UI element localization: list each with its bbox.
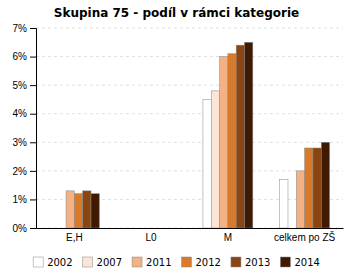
- grid-line: [36, 113, 343, 114]
- bar: [296, 171, 304, 228]
- grid-line: [36, 28, 343, 29]
- tick: 7%: [13, 23, 36, 34]
- series: [211, 91, 219, 228]
- legend-swatch: [132, 257, 142, 267]
- legend-item: 2014: [280, 257, 319, 268]
- bar: [321, 142, 329, 228]
- legend-swatch: [83, 257, 93, 267]
- bar: [313, 148, 321, 228]
- bar: [91, 194, 99, 228]
- tick-label: celkem po ZŠ: [274, 231, 335, 243]
- tick-label: 1%: [13, 194, 28, 205]
- legend-item: 2002: [33, 257, 72, 268]
- x-axis: E,H L0 Mcelkem po ZŠ: [37, 229, 344, 244]
- tick-label: E,H: [66, 232, 83, 243]
- legend-swatch: [280, 257, 290, 267]
- legend-item: 2012: [182, 257, 221, 268]
- legend-label: 2013: [245, 257, 270, 268]
- legend-swatch: [231, 257, 241, 267]
- tick: 1%: [13, 194, 36, 205]
- bar: [203, 99, 211, 228]
- tick-label: 2%: [13, 166, 28, 177]
- tick-label: 6%: [13, 51, 28, 62]
- bar: [220, 57, 228, 228]
- tick: M: [224, 232, 232, 243]
- grid: [36, 28, 343, 228]
- bar: [58, 228, 66, 229]
- tick-mark: [30, 171, 36, 172]
- axis-line: [37, 228, 344, 229]
- bar: [126, 228, 134, 229]
- legend-swatch: [182, 257, 192, 267]
- bar: [143, 228, 151, 229]
- tick-mark: [30, 142, 36, 143]
- bar: [66, 191, 74, 228]
- tick: E,H: [66, 232, 83, 243]
- series: [83, 45, 322, 228]
- bar: [236, 45, 244, 228]
- series: [91, 42, 330, 228]
- legend-label: 2002: [47, 257, 72, 268]
- bar: [288, 228, 296, 229]
- legend-label: 2014: [294, 257, 319, 268]
- tick-mark: [30, 28, 36, 29]
- tick-mark: [30, 228, 36, 229]
- series: [74, 54, 313, 228]
- tick: 3%: [13, 137, 36, 148]
- legend-label: 2007: [97, 257, 122, 268]
- grid-line: [36, 56, 343, 57]
- tick: L0: [146, 232, 158, 243]
- tick-label: 5%: [13, 80, 28, 91]
- tick: celkem po ZŠ: [274, 231, 335, 243]
- series: [66, 57, 305, 228]
- legend-item: 2013: [231, 257, 270, 268]
- tick: 6%: [13, 51, 36, 62]
- bar: [83, 191, 91, 228]
- tick-mark: [30, 57, 36, 58]
- grid-line: [36, 85, 343, 86]
- tick-mark: [30, 85, 36, 86]
- legend-label: 2011: [146, 257, 171, 268]
- tick: 0%: [13, 223, 36, 234]
- bar: [245, 42, 253, 228]
- tick-mark: [30, 199, 36, 200]
- bar: [228, 54, 236, 228]
- title: Skupina 75 - podíl v rámci kategorie: [54, 6, 299, 20]
- tick-label: 7%: [13, 23, 28, 34]
- bar: [151, 228, 159, 229]
- legend-item: 2011: [132, 257, 171, 268]
- bar: [159, 228, 167, 229]
- tick: 2%: [13, 166, 36, 177]
- bar: [168, 228, 176, 229]
- legend-label: 2012: [196, 257, 221, 268]
- grid-line: [36, 142, 343, 143]
- bar: [49, 228, 57, 229]
- bars: [66, 42, 330, 228]
- legend-item: 2007: [83, 257, 122, 268]
- tick: 4%: [13, 108, 36, 119]
- legend: 2002 2007 2011 2012 2013 2014: [33, 257, 320, 268]
- tick-label: M: [224, 232, 232, 243]
- plot: 0% 1% 2% 3% 4% 5% 6% 7% E,H L0 Mcelkem po ZŠ: [13, 23, 344, 243]
- bar: [305, 148, 313, 228]
- bar: [134, 228, 142, 229]
- axis-line: [30, 29, 37, 229]
- tick-label: 4%: [13, 108, 28, 119]
- bar: [211, 91, 219, 228]
- chart: Skupina 75 - podíl v rámci kategorie 0% 1%…: [0, 0, 353, 278]
- tick-mark: [30, 114, 36, 115]
- legend-swatch: [33, 257, 43, 267]
- tick: 5%: [13, 80, 36, 91]
- tick-label: 0%: [13, 223, 28, 234]
- y-axis: 0% 1% 2% 3% 4% 5% 6% 7%: [13, 23, 37, 234]
- bar: [74, 194, 82, 228]
- bar: [280, 179, 288, 228]
- tick-label: 3%: [13, 137, 28, 148]
- tick-label: L0: [146, 232, 158, 243]
